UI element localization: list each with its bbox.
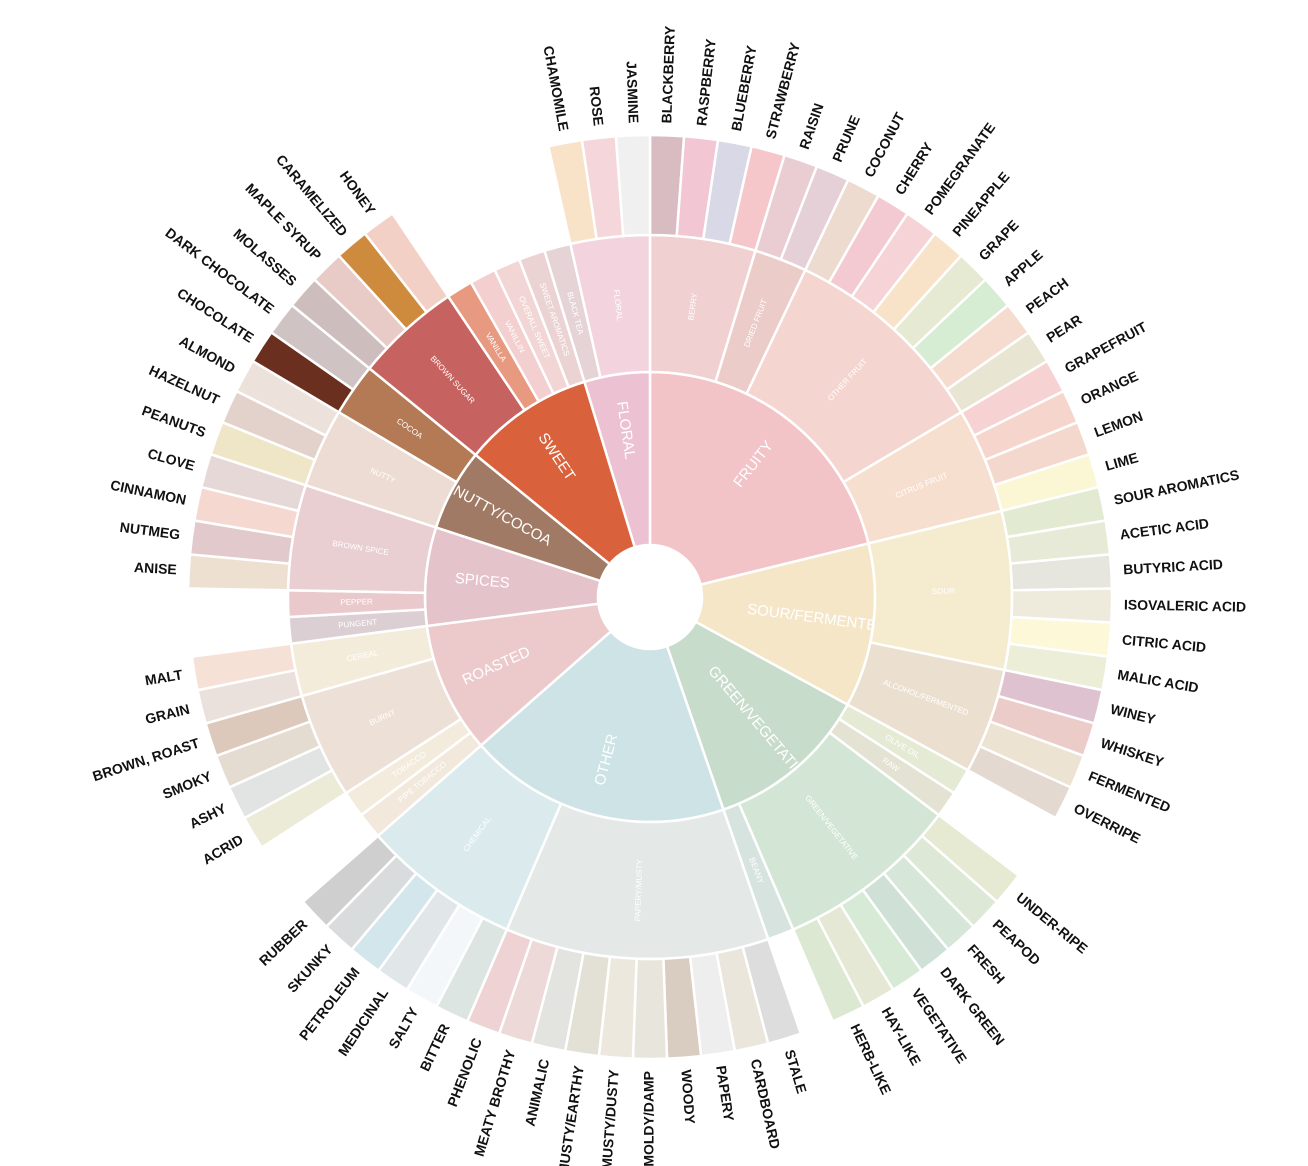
flavor-label: STRAWBERRY — [762, 40, 803, 140]
flavor-label: STALE — [782, 1048, 810, 1096]
subcategory-label: BERRY — [686, 292, 699, 321]
flavor-label: CLOVE — [146, 445, 197, 474]
flavor-label: SALTY — [385, 1004, 421, 1051]
flavor-label: FERMENTED — [1086, 768, 1173, 816]
flavor-label: PAPERY — [713, 1064, 737, 1122]
flavor-label: WOODY — [678, 1069, 698, 1125]
flavor-label: PEAPOD — [990, 916, 1044, 968]
flavor-label: HERB-LIKE — [847, 1021, 894, 1097]
flavor-label: MEATY BROTHY — [471, 1047, 519, 1158]
flavor-label: APPLE — [1000, 246, 1046, 289]
flavor-label: HONEY — [337, 168, 380, 218]
flavor-label: RAISIN — [796, 101, 827, 151]
flavor-label: NUTMEG — [119, 519, 181, 543]
flavor-label: CINNAMON — [109, 477, 188, 508]
flavor-label: BUTYRIC ACID — [1123, 556, 1224, 578]
flavor-segment — [631, 957, 669, 1061]
flavor-label: PHENOLIC — [444, 1036, 485, 1109]
flavor-label: PEAR — [1043, 311, 1084, 346]
flavor-label: SMOKY — [160, 768, 214, 802]
flavor-label: ASHY — [187, 800, 230, 832]
flavor-label: WINEY — [1109, 701, 1158, 728]
flavor-label: GRAPE — [975, 217, 1021, 264]
subcategory-label: SOUR — [932, 586, 955, 595]
flavor-label: ALMOND — [177, 333, 239, 376]
flavor-label: PEANUTS — [140, 402, 208, 440]
flavor-label: BLUEBERRY — [728, 44, 760, 133]
flavor-label: CHERRY — [892, 139, 937, 198]
flavor-label: MOLDY/DAMP — [641, 1071, 657, 1166]
flavor-label: ANIMALIC — [522, 1057, 553, 1127]
flavor-label: MUSTY/EARTHY — [555, 1064, 587, 1166]
flavor-segment — [614, 133, 652, 238]
flavor-label: CHAMOMILE — [540, 45, 572, 133]
subcategory-label: PUNGENT — [338, 617, 378, 630]
flavor-label: LEMON — [1092, 408, 1145, 440]
flavor-label: MALT — [144, 666, 184, 688]
flavor-label: CARDBOARD — [748, 1057, 784, 1150]
flavor-label: ACRID — [200, 831, 246, 867]
flavor-label: BITTER — [417, 1021, 453, 1074]
flavor-label: BLACKBERRY — [658, 25, 678, 124]
flavor-label: OVERRIPE — [1071, 800, 1143, 847]
flavor-label: HAY-LIKE — [879, 1004, 925, 1068]
flavor-label: SKUNKY — [284, 941, 336, 996]
flavor-label: COCONUT — [861, 109, 908, 180]
flavor-label: LIME — [1103, 449, 1140, 474]
flavor-label: SOUR AROMATICS — [1112, 466, 1240, 507]
flavor-label: WHISKEY — [1099, 735, 1167, 771]
subcategory-label: PAPERY/MUSTY — [633, 859, 644, 922]
flavor-label: FRESH — [964, 941, 1008, 987]
subcategory-label: FLORAL — [612, 289, 624, 321]
flavor-label: PRUNE — [829, 113, 863, 164]
category-label: SPICES — [454, 570, 510, 592]
flavor-label: HAZELNUT — [147, 362, 223, 408]
flavor-label: ANISE — [134, 559, 178, 577]
flavor-label: MALIC ACID — [1116, 666, 1199, 695]
flavor-label: ACETIC ACID — [1119, 515, 1210, 542]
flavor-label: ROSE — [586, 85, 606, 126]
flavor-label: ORANGE — [1078, 368, 1141, 408]
flavor-label: RUBBER — [256, 916, 311, 969]
flavor-label: RASPBERRY — [693, 37, 719, 126]
flavor-label: MUSTY/DUSTY — [598, 1068, 621, 1166]
flavor-label: ISOVALERIC ACID — [1124, 596, 1246, 614]
flavor-label: DARK CHOCOLATE — [162, 224, 277, 316]
flavor-label: JASMINE — [623, 61, 641, 124]
flavor-label: GRAIN — [144, 701, 192, 727]
flavor-label: PEACH — [1023, 274, 1072, 316]
flavor-label: CITRIC ACID — [1121, 631, 1206, 655]
subcategory-label: PEPPER — [340, 597, 373, 607]
